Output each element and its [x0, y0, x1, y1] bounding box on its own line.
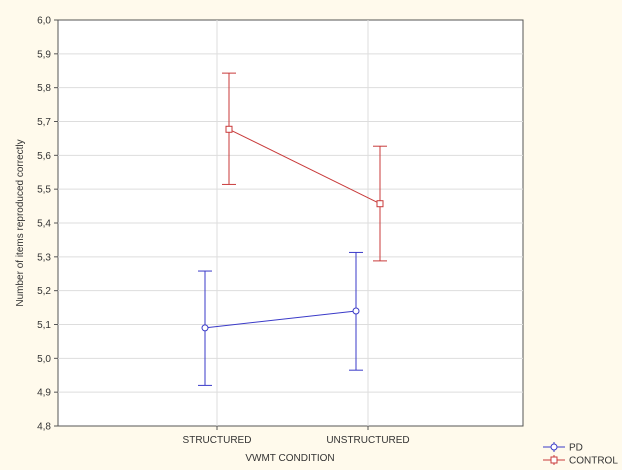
x-tick-label: STRUCTURED [183, 435, 252, 446]
series-line [228, 128, 381, 205]
y-tick-label: 5,7 [37, 117, 51, 128]
legend-marker [550, 443, 558, 451]
data-point [201, 324, 209, 332]
y-tick-label: 5,2 [37, 286, 51, 297]
series-line [204, 310, 357, 329]
y-tick-label: 5,4 [37, 219, 51, 230]
x-axis-label: VWMT CONDITION [245, 453, 334, 464]
y-tick-label: 5,9 [37, 49, 51, 60]
y-tick-label: 5,5 [37, 185, 51, 196]
y-tick-label: 5,6 [37, 151, 51, 162]
legend: PD CONTROL [543, 442, 618, 467]
y-tick-label: 5,3 [37, 252, 51, 263]
legend-marker [550, 456, 558, 464]
y-axis-label: Number of items reproduced correctly [15, 139, 26, 306]
data-point [352, 307, 360, 315]
legend-item-pd: PD [543, 442, 583, 454]
y-tick-label: 5,1 [37, 320, 51, 331]
legend-label: PD [569, 443, 583, 454]
x-axis: STRUCTURED UNSTRUCTURED [183, 426, 410, 446]
y-axis: 4,8 4,9 5,0 5,1 5,2 5,3 5,4 5,5 5,6 5,7 5,8 5,9 6,0 [37, 16, 58, 433]
grid [58, 20, 523, 426]
legend-item-control: CONTROL [543, 455, 618, 467]
series-control [222, 72, 387, 262]
x-tick-label: UNSTRUCTURED [326, 435, 409, 446]
y-tick-label: 4,9 [37, 388, 51, 399]
series-pd [198, 251, 363, 386]
data-point [376, 200, 384, 208]
y-tick-label: 5,0 [37, 354, 51, 365]
y-tick-label: 5,8 [37, 83, 51, 94]
series-group [198, 72, 387, 386]
y-tick-label: 6,0 [37, 16, 51, 27]
data-point [225, 125, 233, 133]
y-tick-label: 4,8 [37, 422, 51, 433]
legend-label: CONTROL [569, 456, 618, 467]
